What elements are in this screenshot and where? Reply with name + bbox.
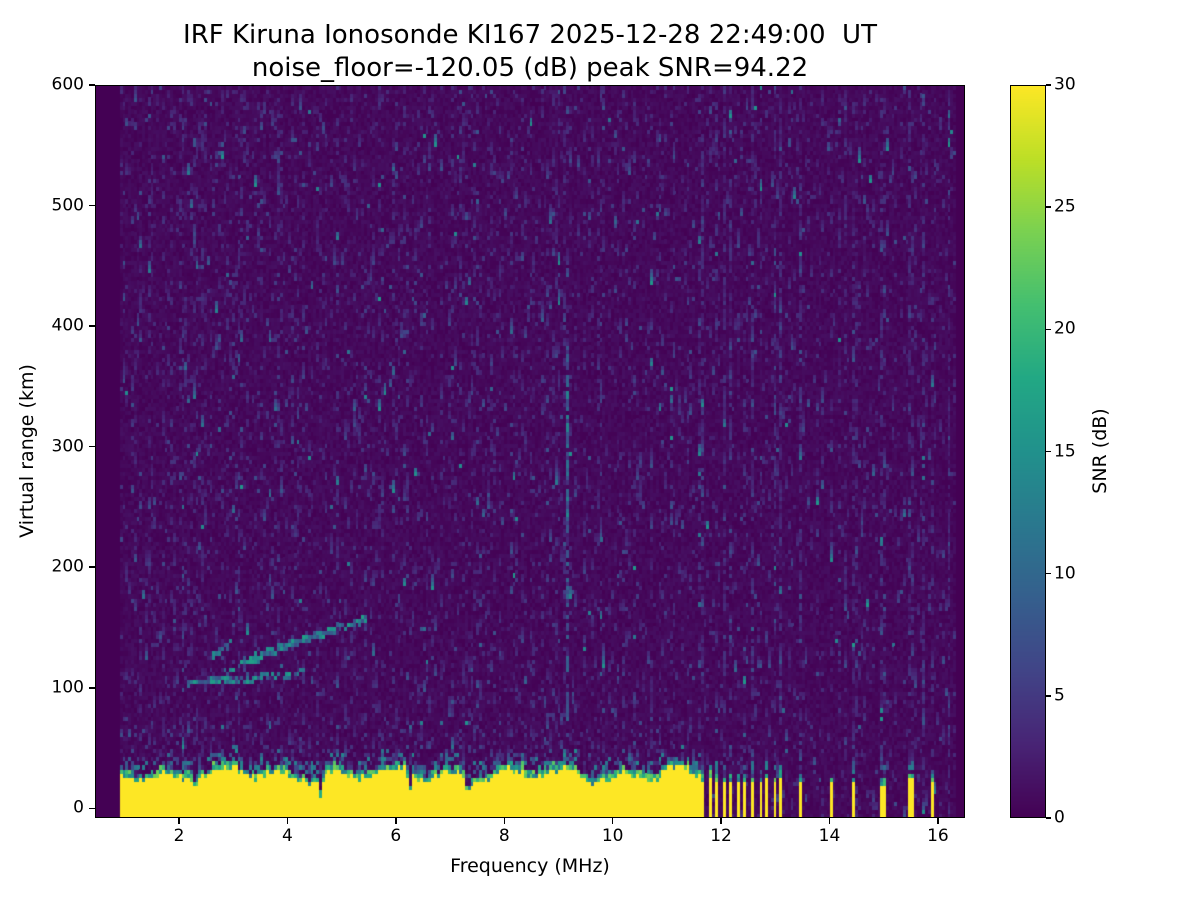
y-tick-mark [89, 325, 95, 327]
y-tick-mark [89, 445, 95, 448]
colorbar-tick-mark [1046, 450, 1051, 453]
y-tick-label: 400 [51, 315, 84, 336]
x-tick-label: 8 [498, 826, 510, 846]
colorbar-tick-mark [1046, 206, 1051, 208]
y-axis-label: Virtual range (km) [16, 364, 38, 538]
y-tick-label: 500 [51, 195, 84, 216]
x-axis-label: Frequency (MHz) [450, 855, 610, 877]
colorbar-tick-mark [1046, 328, 1051, 331]
y-tick-mark [89, 687, 95, 689]
colorbar-tick-mark [1046, 84, 1051, 86]
y-tick-label: 300 [51, 436, 84, 457]
x-tick-mark [395, 818, 397, 824]
x-tick-mark [828, 818, 831, 824]
colorbar-tick-mark [1046, 572, 1051, 575]
x-tick-mark [720, 818, 722, 824]
x-tick-label: 10 [601, 826, 624, 846]
colorbar-label: SNR (dB) [1089, 408, 1111, 494]
x-tick-mark [503, 818, 505, 824]
x-tick-label: 14 [818, 826, 841, 846]
y-tick-mark [89, 204, 95, 207]
y-tick-mark [89, 566, 95, 568]
x-tick-label: 6 [390, 826, 402, 846]
chart-title: IRF Kiruna Ionosonde KI167 2025-12-28 22… [183, 20, 877, 50]
x-tick-mark [178, 818, 180, 824]
colorbar-tick-label: 5 [1054, 685, 1065, 706]
colorbar-tick-label: 30 [1054, 74, 1076, 95]
colorbar-tick-label: 10 [1054, 563, 1076, 584]
y-tick-label: 200 [51, 556, 84, 577]
y-tick-mark [89, 807, 95, 810]
colorbar-tick-label: 25 [1054, 196, 1076, 217]
chart-subtitle: noise_floor=-120.05 (dB) peak SNR=94.22 [251, 53, 809, 83]
x-tick-mark [286, 818, 289, 824]
x-tick-label: 2 [173, 826, 185, 846]
x-tick-label: 16 [927, 826, 949, 846]
colorbar-tick-label: 20 [1054, 318, 1076, 339]
x-tick-label: 4 [282, 826, 293, 846]
colorbar-tick-label: 0 [1054, 807, 1065, 828]
x-tick-mark [937, 818, 939, 824]
colorbar-tick-label: 15 [1054, 441, 1076, 461]
x-tick-mark [611, 818, 614, 824]
y-tick-label: 0 [73, 797, 84, 818]
colorbar-canvas [1010, 85, 1046, 818]
x-tick-label: 12 [710, 826, 732, 846]
ionogram-heatmap-canvas [95, 85, 965, 818]
y-tick-label: 100 [51, 677, 84, 698]
y-tick-mark [89, 84, 95, 86]
colorbar-tick-mark [1046, 817, 1051, 819]
colorbar-tick-mark [1046, 695, 1051, 697]
y-tick-label: 600 [51, 74, 84, 95]
